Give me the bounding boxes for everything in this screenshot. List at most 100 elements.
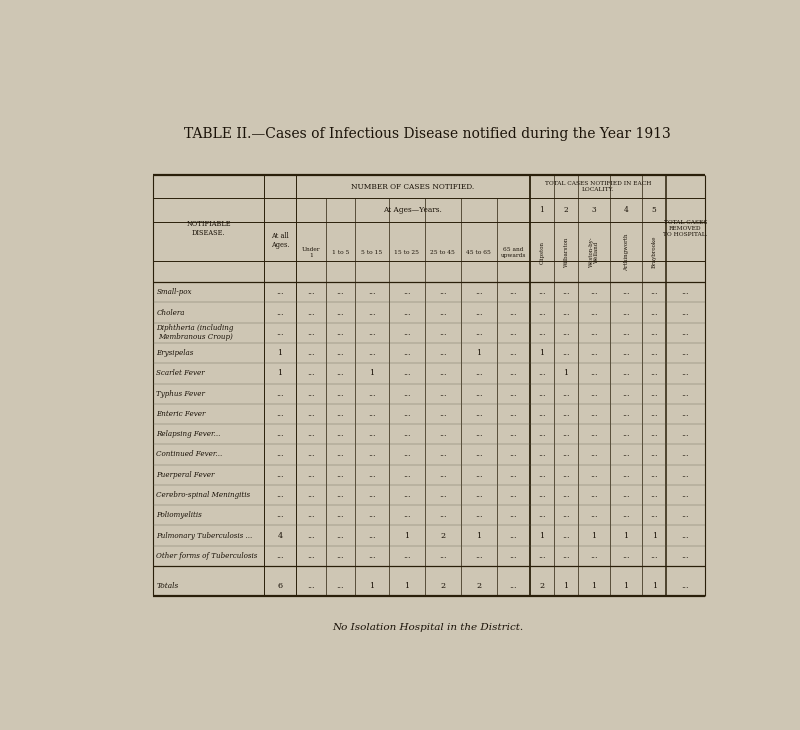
Text: ...: ... <box>307 390 314 398</box>
Text: At all
Ages.: At all Ages. <box>271 231 290 249</box>
Text: 2: 2 <box>476 582 482 590</box>
Text: ...: ... <box>538 309 546 317</box>
Text: ...: ... <box>475 390 482 398</box>
Text: ...: ... <box>403 329 410 337</box>
Text: ...: ... <box>682 450 689 458</box>
Text: Enteric Fever: Enteric Fever <box>157 410 206 418</box>
Text: 1: 1 <box>563 582 569 590</box>
Text: 2: 2 <box>440 531 445 539</box>
Text: Scarlet Fever: Scarlet Fever <box>157 369 205 377</box>
Text: 1: 1 <box>539 349 545 357</box>
Text: ...: ... <box>307 410 314 418</box>
Text: 25 to 45: 25 to 45 <box>430 250 455 255</box>
Text: ...: ... <box>337 471 344 479</box>
Text: ...: ... <box>307 511 314 519</box>
Text: ...: ... <box>622 410 630 418</box>
Text: ...: ... <box>276 288 284 296</box>
Text: ...: ... <box>510 288 517 296</box>
Text: 4: 4 <box>278 531 282 539</box>
Text: ...: ... <box>510 531 517 539</box>
Text: 1: 1 <box>404 582 409 590</box>
Text: ...: ... <box>439 288 446 296</box>
Text: Continued Fever...: Continued Fever... <box>157 450 222 458</box>
Text: ...: ... <box>439 450 446 458</box>
Text: ...: ... <box>337 329 344 337</box>
Text: ...: ... <box>368 531 376 539</box>
Text: ...: ... <box>368 491 376 499</box>
Text: ...: ... <box>510 491 517 499</box>
Text: ...: ... <box>368 288 376 296</box>
Text: ...: ... <box>510 410 517 418</box>
Text: ...: ... <box>276 430 284 438</box>
Text: ...: ... <box>590 450 598 458</box>
Text: ...: ... <box>439 491 446 499</box>
Text: ...: ... <box>337 369 344 377</box>
Text: ...: ... <box>622 329 630 337</box>
Text: 1: 1 <box>404 531 409 539</box>
Text: ...: ... <box>562 390 570 398</box>
Text: ...: ... <box>562 491 570 499</box>
Text: ...: ... <box>403 390 410 398</box>
Text: ...: ... <box>538 450 546 458</box>
Text: ...: ... <box>368 511 376 519</box>
Text: ...: ... <box>682 582 689 590</box>
Text: ...: ... <box>650 369 658 377</box>
Text: 1: 1 <box>623 582 629 590</box>
Text: ...: ... <box>682 309 689 317</box>
Text: Clipston: Clipston <box>539 241 545 264</box>
Text: 1 to 5: 1 to 5 <box>332 250 349 255</box>
Text: ...: ... <box>368 329 376 337</box>
Text: Puerperal Fever: Puerperal Fever <box>157 471 214 479</box>
Text: 1: 1 <box>278 369 282 377</box>
Text: ...: ... <box>650 430 658 438</box>
Text: Arthingworth: Arthingworth <box>623 234 629 271</box>
Text: Small-pox: Small-pox <box>157 288 192 296</box>
Text: ...: ... <box>475 471 482 479</box>
Text: ...: ... <box>538 288 546 296</box>
Text: ...: ... <box>403 369 410 377</box>
Text: ...: ... <box>622 309 630 317</box>
Text: ...: ... <box>590 552 598 560</box>
Text: ...: ... <box>622 390 630 398</box>
Text: ...: ... <box>650 491 658 499</box>
Text: Other forms of Tuberculosis: Other forms of Tuberculosis <box>157 552 258 560</box>
Text: ...: ... <box>307 471 314 479</box>
Text: ...: ... <box>590 309 598 317</box>
Text: ...: ... <box>276 329 284 337</box>
Text: ...: ... <box>510 309 517 317</box>
Text: ...: ... <box>682 410 689 418</box>
Text: ...: ... <box>622 552 630 560</box>
Text: 1: 1 <box>539 531 545 539</box>
Text: ...: ... <box>538 511 546 519</box>
Text: Cerebro-spinal Meningitis: Cerebro-spinal Meningitis <box>157 491 250 499</box>
Text: TABLE II.—Cases of Infectious Disease notified during the Year 1913: TABLE II.—Cases of Infectious Disease no… <box>184 127 670 141</box>
Text: ...: ... <box>590 369 598 377</box>
Text: ...: ... <box>538 552 546 560</box>
Text: ...: ... <box>475 491 482 499</box>
Text: 6: 6 <box>278 582 282 590</box>
Text: ...: ... <box>622 450 630 458</box>
Text: ...: ... <box>650 288 658 296</box>
Text: ...: ... <box>650 552 658 560</box>
Text: ...: ... <box>307 309 314 317</box>
Text: ...: ... <box>276 471 284 479</box>
Text: ...: ... <box>650 511 658 519</box>
Text: 2: 2 <box>564 206 568 214</box>
Text: ...: ... <box>337 390 344 398</box>
Text: ...: ... <box>439 329 446 337</box>
Text: ...: ... <box>510 329 517 337</box>
Text: ...: ... <box>337 309 344 317</box>
Text: ...: ... <box>562 309 570 317</box>
Text: ...: ... <box>622 349 630 357</box>
Text: ...: ... <box>510 349 517 357</box>
Text: ...: ... <box>368 552 376 560</box>
Text: 5: 5 <box>652 206 657 214</box>
Text: ...: ... <box>337 450 344 458</box>
Text: ...: ... <box>650 410 658 418</box>
Text: ...: ... <box>650 471 658 479</box>
Text: ...: ... <box>650 390 658 398</box>
Text: ...: ... <box>590 288 598 296</box>
Text: ...: ... <box>403 511 410 519</box>
Text: ...: ... <box>590 430 598 438</box>
Text: ...: ... <box>307 491 314 499</box>
